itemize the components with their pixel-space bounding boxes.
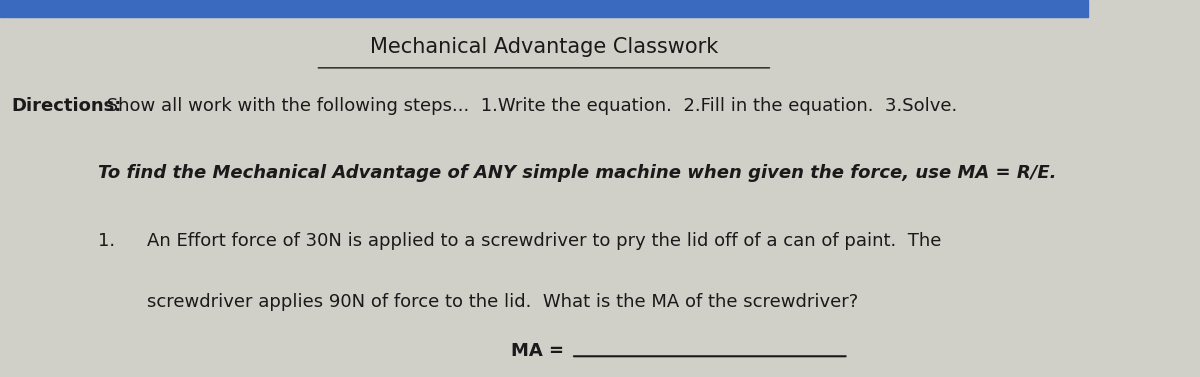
FancyBboxPatch shape <box>0 0 1087 17</box>
Text: Mechanical Advantage Classwork: Mechanical Advantage Classwork <box>370 37 718 57</box>
Text: Directions:: Directions: <box>11 97 121 115</box>
Text: MA =: MA = <box>511 342 570 360</box>
Text: Show all work with the following steps...  1.Write the equation.  2.Fill in the : Show all work with the following steps..… <box>101 97 958 115</box>
Text: 1.: 1. <box>98 232 115 250</box>
Text: To find the Mechanical Advantage of ANY simple machine when given the force, use: To find the Mechanical Advantage of ANY … <box>98 164 1056 182</box>
Text: An Effort force of 30N is applied to a screwdriver to pry the lid off of a can o: An Effort force of 30N is applied to a s… <box>146 232 941 250</box>
Text: screwdriver applies 90N of force to the lid.  What is the MA of the screwdriver?: screwdriver applies 90N of force to the … <box>146 293 858 311</box>
